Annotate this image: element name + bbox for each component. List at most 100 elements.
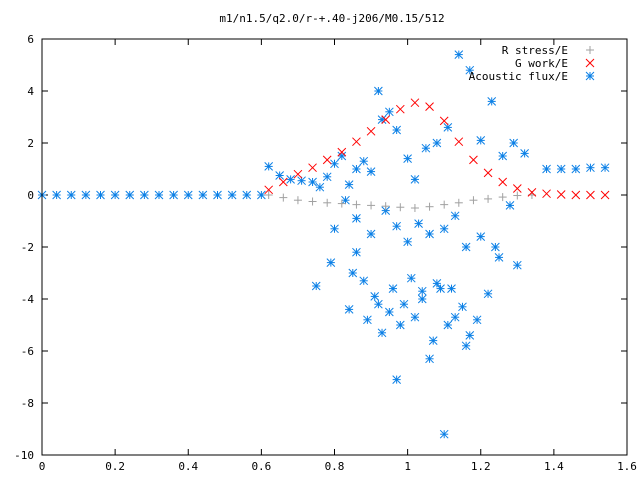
acoustic-flux-point bbox=[337, 151, 347, 161]
g-work-point bbox=[352, 137, 361, 147]
g-work-point bbox=[542, 189, 551, 199]
acoustic-flux-point bbox=[341, 195, 350, 205]
acoustic-flux-point bbox=[436, 284, 445, 293]
acoustic-flux-point bbox=[377, 115, 387, 124]
g-work-point bbox=[527, 188, 537, 197]
acoustic-flux-point bbox=[392, 125, 402, 135]
acoustic-flux-point bbox=[458, 302, 467, 312]
acoustic-flux-point bbox=[308, 177, 317, 187]
x-tick-label: 1.4 bbox=[544, 460, 564, 473]
g-work-point bbox=[439, 116, 449, 126]
g-work-point bbox=[278, 177, 288, 187]
acoustic-flux-point bbox=[264, 162, 274, 171]
g-work-point bbox=[556, 190, 566, 199]
acoustic-flux-point bbox=[384, 307, 394, 317]
acoustic-flux-point bbox=[443, 123, 453, 132]
r-stress-point bbox=[513, 191, 522, 200]
acoustic-flux-point bbox=[359, 276, 369, 286]
acoustic-flux-point bbox=[125, 190, 135, 200]
acoustic-flux-point bbox=[421, 143, 431, 153]
acoustic-flux-point bbox=[330, 224, 339, 234]
acoustic-flux-point bbox=[344, 305, 354, 314]
y-tick-label: 2 bbox=[27, 137, 34, 150]
legend-g-work-label: G work/E bbox=[515, 57, 568, 70]
acoustic-flux-point bbox=[443, 320, 453, 330]
acoustic-flux-point bbox=[315, 182, 325, 192]
acoustic-flux-point bbox=[140, 190, 149, 200]
g-work-point bbox=[571, 190, 581, 200]
r-stress-point bbox=[323, 198, 332, 207]
acoustic-flux-point bbox=[384, 107, 394, 117]
g-work-point bbox=[308, 163, 317, 173]
acoustic-flux-point bbox=[403, 237, 412, 247]
r-stress-point bbox=[454, 198, 463, 207]
g-work-point bbox=[425, 102, 434, 111]
acoustic-flux-point bbox=[322, 172, 332, 182]
acoustic-flux-point bbox=[388, 284, 398, 293]
acoustic-flux-point bbox=[505, 201, 515, 210]
acoustic-flux-point bbox=[600, 163, 610, 173]
x-tick-label: 0.4 bbox=[178, 460, 198, 473]
chart-title: m1/n1.5/q2.0/r-+.40-j206/M0.15/512 bbox=[219, 12, 444, 25]
acoustic-flux-point bbox=[213, 190, 222, 200]
r-stress-point bbox=[293, 196, 302, 205]
acoustic-flux-point bbox=[392, 221, 402, 231]
acoustic-flux-point bbox=[461, 341, 471, 351]
acoustic-flux-point bbox=[439, 224, 449, 234]
r-stress-point bbox=[264, 191, 273, 199]
acoustic-flux-point bbox=[465, 65, 475, 75]
g-work-point bbox=[381, 115, 391, 124]
r-stress-point bbox=[484, 194, 493, 203]
y-tick-label: -6 bbox=[21, 345, 34, 358]
r-stress-point bbox=[440, 200, 449, 209]
legend-r-stress-label: R stress/E bbox=[502, 44, 568, 57]
acoustic-flux-point bbox=[370, 292, 380, 301]
series-0 bbox=[264, 191, 536, 212]
y-tick-label: 0 bbox=[27, 189, 34, 202]
acoustic-flux-point bbox=[403, 154, 412, 163]
g-work-point bbox=[586, 190, 595, 200]
x-tick-label: 0.2 bbox=[105, 460, 125, 473]
acoustic-flux-point bbox=[410, 175, 420, 184]
legend-acoustic-flux-marker bbox=[585, 71, 595, 81]
g-work-point bbox=[366, 126, 376, 136]
acoustic-flux-point bbox=[428, 336, 438, 345]
r-stress-point bbox=[498, 193, 507, 202]
g-work-point bbox=[293, 169, 303, 179]
acoustic-flux-point bbox=[96, 190, 105, 200]
r-stress-point bbox=[308, 197, 317, 206]
acoustic-flux-point bbox=[476, 136, 486, 145]
acoustic-flux-point bbox=[476, 232, 486, 241]
acoustic-flux-point bbox=[410, 312, 420, 322]
g-work-point bbox=[264, 185, 274, 195]
acoustic-flux-point bbox=[352, 214, 361, 223]
acoustic-flux-point bbox=[465, 331, 475, 340]
acoustic-flux-point bbox=[399, 299, 409, 309]
acoustic-flux-point bbox=[169, 190, 178, 200]
acoustic-flux-point bbox=[425, 229, 434, 239]
acoustic-flux-point bbox=[432, 138, 442, 148]
y-tick-label: 6 bbox=[27, 33, 34, 46]
acoustic-flux-point bbox=[417, 286, 427, 296]
acoustic-flux-point bbox=[52, 190, 61, 200]
acoustic-flux-point bbox=[366, 229, 376, 239]
y-tick-label: -2 bbox=[21, 241, 34, 254]
x-tick-label: 1.2 bbox=[471, 460, 491, 473]
acoustic-flux-point bbox=[154, 190, 164, 200]
acoustic-flux-point bbox=[472, 315, 482, 325]
acoustic-flux-point bbox=[395, 320, 405, 330]
acoustic-flux-point bbox=[242, 190, 252, 200]
acoustic-flux-point bbox=[81, 190, 91, 200]
acoustic-flux-point bbox=[461, 242, 471, 252]
x-tick-label: 0.8 bbox=[325, 460, 345, 473]
r-stress-point bbox=[381, 202, 390, 211]
acoustic-flux-point bbox=[363, 315, 372, 325]
g-work-point bbox=[498, 177, 508, 187]
y-tick-label: -10 bbox=[14, 449, 34, 462]
acoustic-flux-point bbox=[227, 190, 237, 200]
acoustic-flux-point bbox=[392, 375, 402, 384]
x-tick-label: 1.6 bbox=[617, 460, 637, 473]
acoustic-flux-point bbox=[257, 190, 266, 200]
plot-area bbox=[37, 50, 610, 439]
